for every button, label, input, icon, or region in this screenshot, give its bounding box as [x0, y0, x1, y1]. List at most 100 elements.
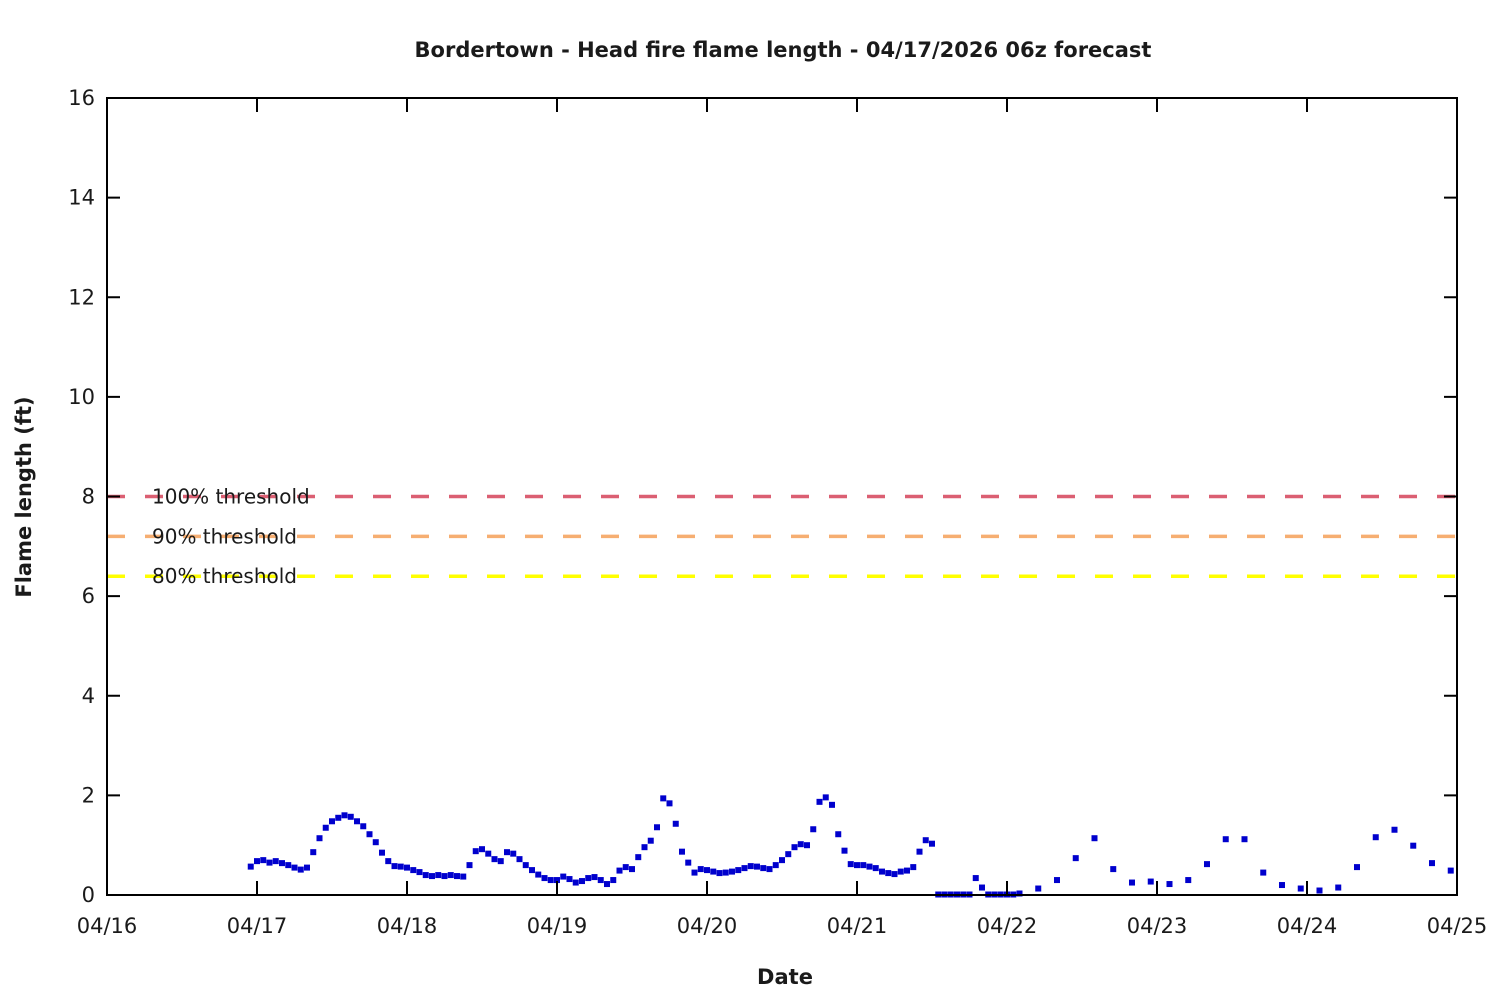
y-tick-label: 16: [68, 86, 95, 110]
data-point: [585, 875, 592, 882]
data-point: [391, 863, 398, 870]
data-point: [322, 824, 329, 831]
data-point: [791, 844, 798, 851]
data-point: [972, 875, 979, 882]
data-point: [922, 837, 929, 844]
data-point: [1447, 867, 1454, 874]
data-point: [1428, 860, 1435, 867]
data-point: [903, 867, 910, 874]
data-point: [616, 867, 623, 874]
data-point: [247, 863, 254, 870]
data-point: [385, 858, 392, 865]
data-point: [291, 864, 298, 871]
data-point: [729, 868, 736, 875]
x-tick-label: 04/18: [377, 914, 438, 938]
data-point: [691, 869, 698, 876]
data-point: [341, 812, 348, 819]
data-point: [978, 884, 985, 891]
data-point: [1391, 826, 1398, 833]
data-point: [510, 850, 517, 857]
data-point: [753, 863, 760, 870]
data-point: [453, 873, 460, 880]
data-point: [272, 858, 279, 865]
x-tick-label: 04/20: [677, 914, 738, 938]
data-point: [1222, 836, 1229, 843]
data-point: [866, 863, 873, 870]
threshold-labels: 100% threshold 90% threshold 80% threshold: [152, 485, 310, 589]
data-point: [541, 875, 548, 882]
y-axis-ticks: 0 2 4 6 8 10 12 14 16: [68, 86, 1456, 907]
data-point: [797, 841, 804, 848]
data-point: [1316, 887, 1323, 894]
data-point: [1278, 882, 1285, 889]
y-tick-label: 0: [82, 883, 95, 907]
data-point: [603, 881, 610, 888]
x-tick-label: 04/25: [1427, 914, 1488, 938]
data-point: [854, 862, 860, 869]
data-point: [441, 873, 448, 880]
data-point: [535, 871, 542, 878]
data-point: [485, 850, 492, 857]
data-point: [285, 862, 292, 869]
data-point: [360, 823, 367, 830]
data-point: [354, 818, 361, 825]
y-axis-title: Flame length (ft): [12, 396, 36, 597]
data-point: [1335, 884, 1342, 891]
data-point: [666, 800, 673, 807]
y-tick-label: 10: [68, 385, 95, 409]
data-point: [635, 854, 642, 861]
data-point: [660, 795, 667, 802]
plot-box: [106, 97, 1458, 896]
data-point: [279, 860, 286, 867]
data-point: [647, 837, 654, 844]
data-point: [554, 877, 560, 884]
data-point: [303, 864, 310, 871]
data-point: [910, 864, 917, 871]
y-tick-label: 12: [68, 285, 95, 309]
data-point: [310, 849, 317, 856]
data-point: [410, 867, 417, 874]
data-point: [472, 848, 479, 855]
data-point: [1353, 864, 1360, 871]
data-point: [1147, 878, 1154, 885]
data-point: [547, 877, 554, 884]
data-point: [597, 877, 604, 884]
data-point: [497, 858, 504, 865]
data-point: [504, 849, 511, 856]
data-point: [479, 846, 485, 853]
data-point: [678, 848, 685, 855]
data-point: [1016, 890, 1023, 897]
data-point: [641, 844, 648, 851]
chart-title: Bordertown - Head fire flame length - 04…: [415, 38, 1152, 62]
data-point: [810, 826, 817, 833]
x-axis-ticks: 04/16 04/17 04/18 04/19 04/20 04/21 04/22 04/23…: [77, 99, 1488, 938]
data-point: [629, 866, 635, 873]
data-point: [1053, 877, 1060, 884]
data-point: [1110, 866, 1117, 873]
data-point: [460, 873, 467, 880]
y-tick-label: 8: [82, 485, 95, 509]
data-point: [710, 868, 717, 875]
data-point: [885, 870, 892, 877]
plot-border: [106, 97, 1458, 896]
data-point: [1410, 842, 1417, 849]
data-point: [528, 867, 535, 874]
data-point: [735, 867, 742, 874]
data-point: [785, 851, 792, 858]
x-tick-label: 04/22: [977, 914, 1038, 938]
data-point: [766, 866, 773, 873]
data-point: [572, 879, 579, 886]
data-point: [828, 801, 835, 808]
data-point: [591, 874, 598, 881]
data-point: [779, 857, 785, 864]
y-tick-label: 2: [82, 783, 95, 807]
y-tick-label: 6: [82, 584, 95, 608]
data-point: [266, 859, 273, 866]
data-point: [260, 857, 267, 864]
data-point: [466, 862, 473, 869]
data-point: [566, 876, 573, 883]
data-point: [435, 872, 442, 879]
data-point: [722, 869, 729, 876]
